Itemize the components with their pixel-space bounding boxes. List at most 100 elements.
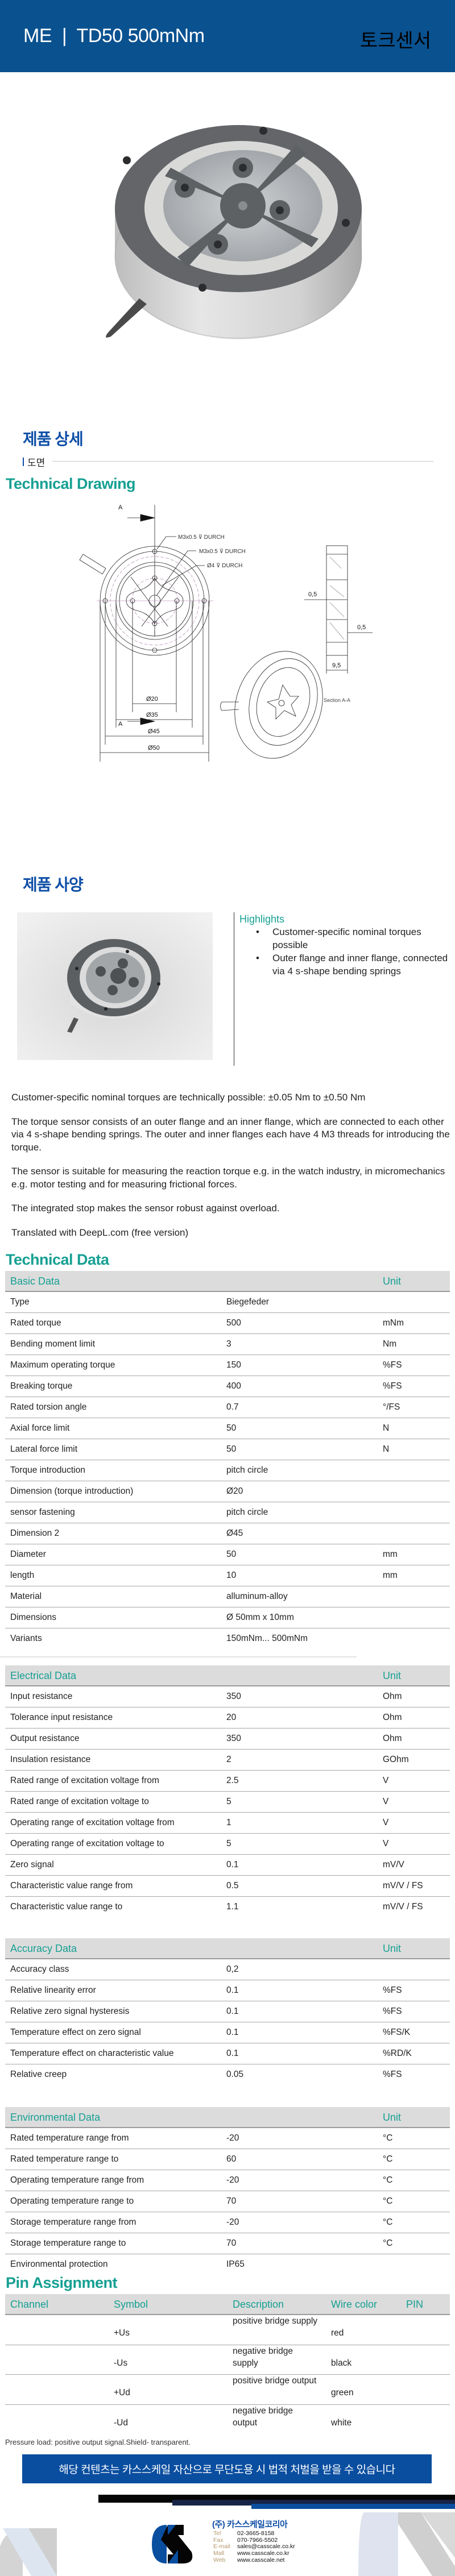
cell-parameter: Breaking torque (10, 1381, 73, 1391)
cell-parameter: Lateral force limit (10, 1444, 78, 1454)
cell-value: 0.5 (226, 1881, 239, 1891)
cell-parameter: Relative linearity error (10, 1985, 96, 1995)
cell-parameter: Material (10, 1592, 42, 1601)
technical-data-heading: Technical Data (6, 1251, 109, 1268)
pin-cell-wire-color: red (331, 2328, 344, 2338)
cell-unit: %FS (383, 2006, 402, 2016)
cell-unit: mV/V (383, 1860, 404, 1869)
cell-value: 500 (226, 1318, 241, 1328)
footer-bar-blue (251, 2504, 455, 2509)
cell-value: 0.1 (226, 2006, 239, 2016)
cell-value: Ø 50mm x 10mm (226, 1613, 294, 1622)
product-category: 토크센서 (360, 30, 432, 52)
cell-parameter: Rated range of excitation voltage from (10, 1776, 159, 1785)
cell-parameter: Storage temperature range from (10, 2217, 136, 2227)
cell-unit: Ohm (383, 1734, 402, 1743)
dim-thickness: 9,5 (332, 662, 341, 669)
dim-d50: Ø50 (148, 745, 160, 751)
table-header: Accuracy Data Unit (5, 1938, 450, 1959)
table-title: Basic Data (10, 1275, 60, 1287)
contact-value[interactable]: sales@casscale.co.kr (237, 2543, 295, 2550)
cell-value: -20 (226, 2175, 239, 2185)
table-title: Accuracy Data (10, 1943, 77, 1954)
pin-cell-description: positive bridge supply (233, 2316, 318, 2326)
cell-parameter: Type (10, 1297, 30, 1307)
cell-value: 0.1 (226, 2049, 239, 2058)
table-row: Maximum operating torque 150 %FS (5, 1355, 450, 1376)
cell-unit: V (383, 1818, 389, 1827)
pin-cell-description: negative bridge supply (233, 2346, 293, 2368)
contact-row: Tel 02-3665-8158 (213, 2530, 295, 2537)
cell-parameter: Relative zero signal hysteresis (10, 2006, 130, 2016)
pin-column-header: Wire color (331, 2299, 378, 2310)
dim-d45: Ø45 (148, 728, 160, 735)
cell-unit: V (383, 1839, 389, 1848)
cell-unit: %FS (383, 1360, 402, 1370)
cell-parameter: Rated torsion angle (10, 1402, 87, 1412)
cell-value: 5 (226, 1839, 231, 1848)
cell-value: 50 (226, 1549, 237, 1559)
accuracy-data-table: Accuracy Data Unit Accuracy class 0,2 Relati… (5, 1938, 450, 2085)
cell-unit: mV/V / FS (383, 1881, 423, 1891)
pin-assignment-table: Channel Symbol Description Wire color PIN +Us… (5, 2294, 450, 2434)
cell-parameter: Characteristic value range from (10, 1881, 133, 1891)
table-row: Breaking torque 400 %FS (5, 1376, 450, 1397)
description: Customer-specific nominal torques are te… (11, 1091, 452, 1250)
cell-value: Ø20 (226, 1486, 243, 1496)
table-row: Torque introduction pitch circle (5, 1460, 450, 1481)
cell-unit: mV/V / FS (383, 1902, 423, 1912)
cell-value: pitch circle (226, 1507, 268, 1517)
cable-icon (106, 298, 147, 338)
table-row: Rated torsion angle 0.7 °/FS (5, 1397, 450, 1418)
cell-parameter: Operating range of excitation voltage fr… (10, 1818, 175, 1827)
table-row: Type Biegefeder (5, 1292, 450, 1313)
pin-cell-wire-color: black (331, 2358, 352, 2368)
highlight-item: Outer flange and inner flange, connected… (239, 952, 453, 978)
table-row: Relative creep 0.05 %FS (5, 2064, 450, 2085)
subsection-divider (52, 461, 433, 462)
cell-value: 3 (226, 1339, 231, 1349)
cell-unit: %RD/K (383, 2049, 412, 2058)
cell-value: -20 (226, 2217, 239, 2227)
cell-value: 0.05 (226, 2070, 244, 2079)
subsection-marker (23, 458, 24, 466)
table-row: Rated range of excitation voltage to 5 V (5, 1792, 450, 1813)
cell-unit: %FS (383, 1381, 402, 1391)
contact-value[interactable]: www.casscale.net (237, 2556, 285, 2563)
cell-parameter: Temperature effect on characteristic val… (10, 2049, 174, 2058)
cell-value: 2 (226, 1755, 231, 1764)
cell-parameter: Storage temperature range to (10, 2238, 126, 2248)
description-paragraph: The integrated stop makes the sensor rob… (11, 1203, 280, 1214)
table-row: Dimension (torque introduction) Ø20 (5, 1481, 450, 1502)
cell-parameter: Rated range of excitation voltage to (10, 1797, 149, 1806)
contact-value[interactable]: www.casscale.co.kr (237, 2550, 289, 2557)
cell-unit: Nm (383, 1339, 397, 1349)
table-row: Diameter 50 mm (5, 1544, 450, 1565)
cell-parameter: Accuracy class (10, 1964, 69, 1974)
table-row: Bending moment limit 3 Nm (5, 1334, 450, 1355)
drawing-label-thread-outer: M3x0.5 ⊽ DURCH (178, 534, 225, 541)
contact-row: Fax 070-7966-5502 (213, 2537, 295, 2544)
cell-unit: mm (383, 1549, 398, 1559)
cell-unit: V (383, 1776, 389, 1785)
pin-column-header: Description (233, 2299, 284, 2310)
drawing-subsection: 도면 (23, 455, 45, 469)
highlight-item: Customer-specific nominal torques possib… (239, 925, 453, 952)
table-row: Output resistance 350 Ohm (5, 1729, 450, 1750)
contact-label: Web (213, 2556, 226, 2563)
cell-parameter: Temperature effect on zero signal (10, 2027, 141, 2037)
table-row: Operating temperature range to 70 °C (5, 2191, 450, 2212)
table-row: Input resistance 350 Ohm (5, 1686, 450, 1707)
cell-value: 2.5 (226, 1776, 239, 1785)
contact-label: E-mail (213, 2543, 230, 2550)
footer-watermark (0, 2512, 455, 2576)
section-caption: Section A-A (324, 697, 350, 703)
contact-label: Mall (213, 2550, 225, 2557)
cell-parameter: Relative creep (10, 2070, 67, 2079)
table-row: Tolerance input resistance 20 Ohm (5, 1707, 450, 1729)
drawing-label-section-bottom: A (118, 721, 123, 728)
contact-value: 070-7966-5502 (237, 2536, 278, 2544)
table-row: Accuracy class 0,2 (5, 1959, 450, 1980)
cell-parameter: Zero signal (10, 1860, 54, 1869)
contact-row: E-mail sales@casscale.co.kr (213, 2544, 295, 2550)
